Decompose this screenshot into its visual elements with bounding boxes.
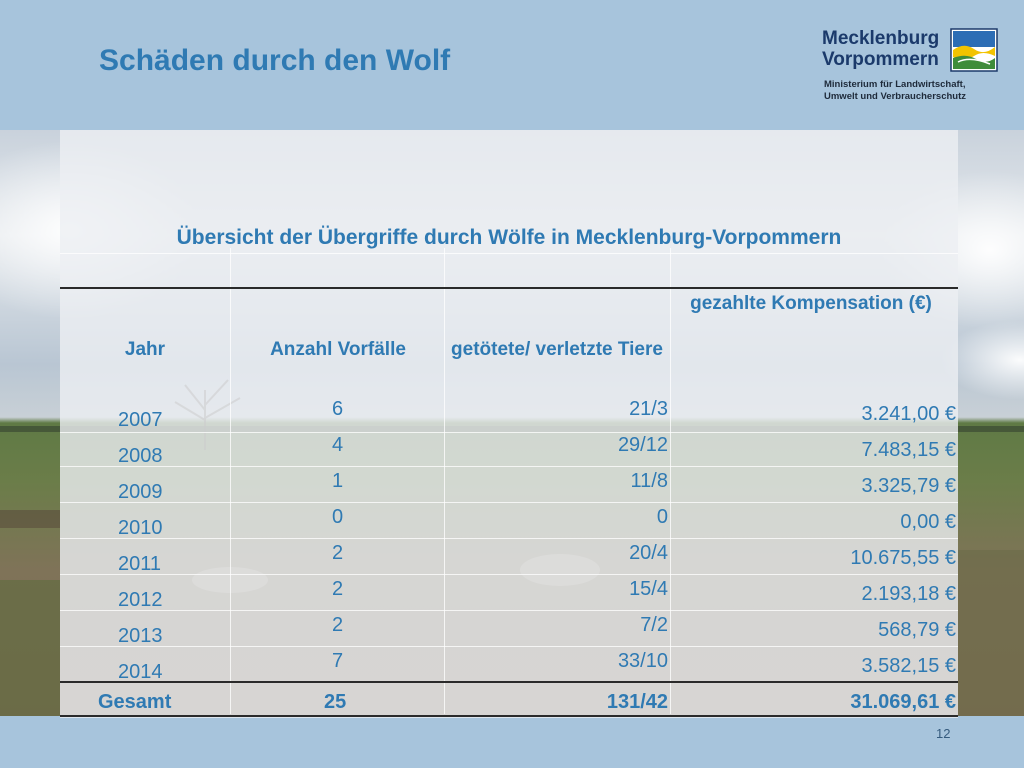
cell-animals: 29/12 <box>617 434 668 456</box>
cell-year: 2008 <box>118 445 163 467</box>
logo-ministry-name: Ministerium für Landwirtschaft, Umwelt u… <box>824 79 966 103</box>
logo-state-name: Mecklenburg Vorpommern <box>822 28 939 70</box>
cell-compensation: 2.193,18 € <box>861 583 956 605</box>
cell-incidents: 4 <box>332 434 344 456</box>
column-header-animals: getötete/ verletzte Tiere <box>451 339 663 360</box>
grid-line <box>60 502 958 503</box>
cell-year: 2007 <box>118 409 163 431</box>
header-rule <box>60 287 958 289</box>
grid-line <box>60 466 958 467</box>
grid-line <box>230 248 231 714</box>
cell-incidents: 2 <box>332 578 344 600</box>
cell-animals: 20/4 <box>629 542 668 564</box>
grid-line <box>444 248 445 714</box>
cell-incidents: 1 <box>332 470 344 492</box>
total-compensation: 31.069,61 € <box>850 691 956 713</box>
column-header-year: Jahr <box>124 339 166 360</box>
grid-line <box>60 610 958 611</box>
grid-line <box>60 253 958 254</box>
cell-year: 2013 <box>118 625 163 647</box>
logo-ministry-line1: Ministerium für Landwirtschaft, <box>824 79 966 90</box>
cell-compensation: 7.483,15 € <box>861 439 956 461</box>
cell-compensation: 3.241,00 € <box>861 403 956 425</box>
header-band <box>0 0 1024 130</box>
cell-animals: 0 <box>656 506 668 528</box>
cell-incidents: 7 <box>332 650 344 672</box>
grid-line <box>60 538 958 539</box>
column-header-incidents: Anzahl Vorfälle <box>270 339 406 360</box>
cell-year: 2010 <box>118 517 163 539</box>
logo-name-line2: Vorpommern <box>822 49 939 70</box>
grid-line <box>670 248 671 714</box>
cell-year: 2014 <box>118 661 163 683</box>
grid-line <box>60 646 958 647</box>
ministry-logo: Mecklenburg Vorpommern Ministerium für L… <box>822 26 1012 106</box>
cell-compensation: 568,79 € <box>878 619 956 641</box>
cell-compensation: 3.582,15 € <box>861 655 956 677</box>
slide-title: Schäden durch den Wolf <box>99 44 451 77</box>
cell-incidents: 2 <box>332 614 344 636</box>
column-header-compensation: gezahlte Kompensation (€) <box>690 293 932 314</box>
total-rule-top <box>60 681 958 683</box>
total-incidents: 25 <box>324 691 347 713</box>
cell-animals: 33/10 <box>617 650 668 672</box>
total-animals: 131/42 <box>606 691 668 713</box>
logo-ministry-line2: Umwelt und Verbraucherschutz <box>824 91 967 102</box>
cell-incidents: 2 <box>332 542 344 564</box>
footer-band <box>0 716 1024 768</box>
cell-compensation: 3.325,79 € <box>861 475 956 497</box>
total-label: Gesamt <box>98 691 172 713</box>
cell-year: 2011 <box>118 553 162 575</box>
cell-compensation: 0,00 € <box>900 511 956 533</box>
logo-name-line1: Mecklenburg <box>822 28 940 49</box>
state-emblem-icon <box>950 28 998 72</box>
cell-animals: 11/8 <box>630 470 668 492</box>
grid-line <box>60 432 958 433</box>
page-number: 12 <box>936 726 951 741</box>
cell-animals: 7/2 <box>640 614 668 636</box>
grid-line <box>60 574 958 575</box>
cell-incidents: 6 <box>332 398 344 420</box>
cell-animals: 21/3 <box>629 398 668 420</box>
cell-incidents: 0 <box>332 506 344 528</box>
table-title: Übersicht der Übergriffe durch Wölfe in … <box>176 226 842 249</box>
cell-year: 2012 <box>118 589 163 611</box>
cell-year: 2009 <box>118 481 163 503</box>
cell-compensation: 10.675,55 € <box>850 547 956 569</box>
incident-table-panel: Übersicht der Übergriffe durch Wölfe in … <box>60 130 958 718</box>
cell-animals: 15/4 <box>629 578 668 600</box>
total-rule-bottom <box>60 715 958 717</box>
